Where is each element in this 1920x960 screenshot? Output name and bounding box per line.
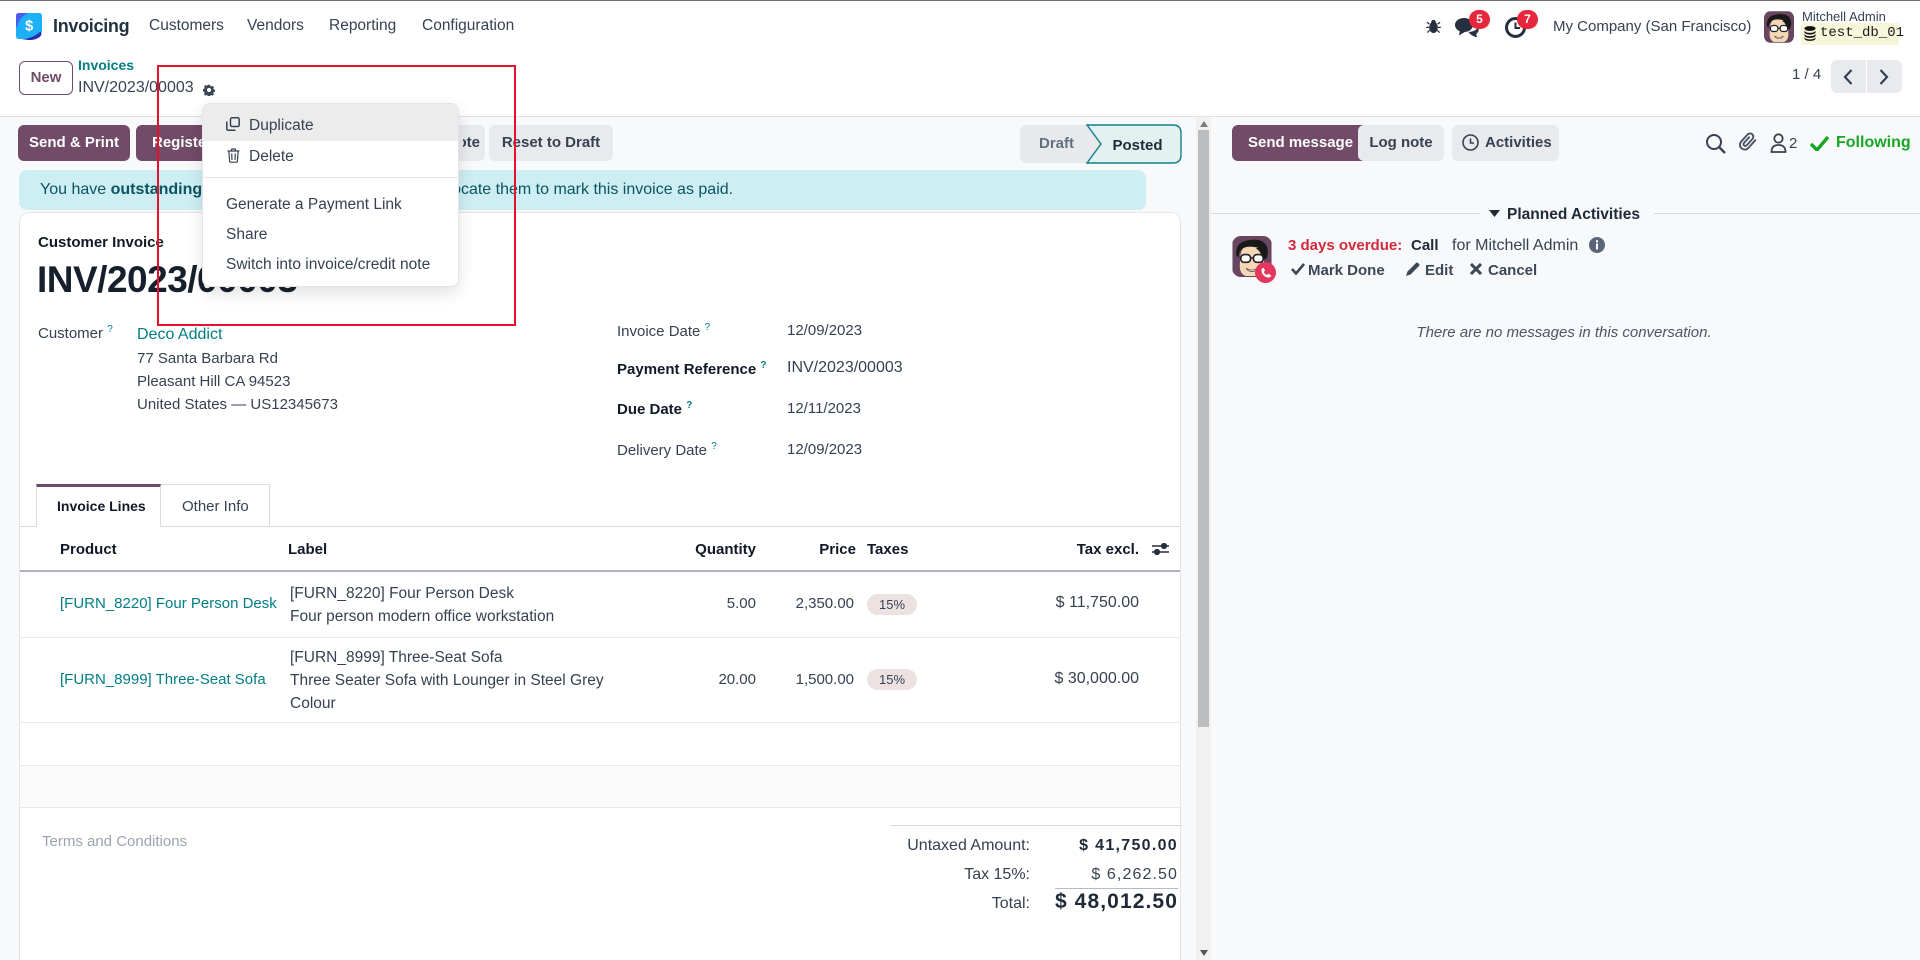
- svg-text:$: $: [25, 17, 34, 34]
- svg-text:Posted: Posted: [1112, 137, 1162, 154]
